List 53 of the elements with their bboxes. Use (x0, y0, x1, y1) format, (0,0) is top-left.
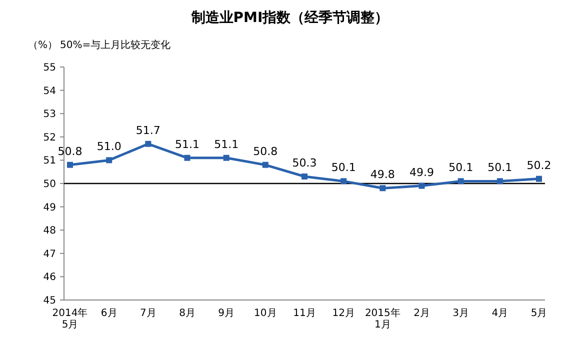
data-label: 51.1 (214, 138, 239, 151)
x-tick-label: 10月 (254, 308, 277, 319)
x-tick-label: 2014年 5月 (52, 307, 88, 330)
data-label: 49.8 (370, 168, 395, 182)
text: 50%=与上月比较无变化 (60, 39, 171, 51)
y-tick-label: 50 (43, 179, 56, 190)
x-tick-label: 9月 (218, 308, 235, 319)
point (302, 174, 308, 180)
data-label: 51.7 (136, 124, 160, 137)
y-tick-label: 51 (43, 156, 56, 167)
data-label: 51.0 (96, 140, 122, 154)
y-axis-title: （%） (28, 40, 58, 51)
y-tick-label: 52 (43, 132, 56, 144)
x-tick-label: 7月 (140, 308, 156, 319)
point (184, 154, 190, 161)
data-label: 50.8 (58, 144, 82, 158)
x-tick-label: 5月 (530, 308, 548, 319)
y-tick-label: 46 (43, 272, 56, 284)
point (145, 140, 152, 147)
point (458, 178, 464, 184)
point (380, 185, 386, 192)
data-label: 50.3 (292, 156, 317, 170)
data-label: 50.1 (448, 161, 474, 174)
y-tick-label: 55 (43, 62, 56, 74)
x-tick-label: 6月 (100, 308, 118, 319)
point (340, 178, 347, 184)
data-label: 50.2 (526, 158, 552, 172)
point (262, 162, 268, 168)
x-tick-label: 3月 (452, 308, 470, 319)
point (223, 154, 230, 161)
x-tick-label: 2015年 1月 (364, 307, 400, 330)
data-label: 50.1 (488, 161, 512, 174)
x-tick-label: 8月 (179, 308, 196, 319)
data-label: 50.8 (253, 144, 278, 158)
point (496, 178, 503, 184)
point (67, 162, 73, 168)
x-tick-label: 11月 (293, 308, 316, 319)
y-tick-label: 45 (43, 296, 56, 306)
x-tick-label: 4月 (492, 308, 508, 319)
data-label: 51.1 (175, 138, 200, 151)
point (418, 182, 425, 189)
chart-title: 制造业PMI指数（经季节调整） (190, 9, 389, 26)
y-tick-label: 54 (43, 86, 56, 97)
x-tick-label: 2月 (414, 308, 430, 319)
y-tick-label: 48 (43, 226, 56, 237)
data-label: 49.9 (410, 166, 434, 179)
y-tick-label: 47 (43, 248, 56, 260)
y-tick-label: 53 (43, 109, 56, 120)
x-tick-label: 12月 (332, 308, 355, 319)
data-label: 50.1 (331, 161, 356, 174)
point (106, 157, 112, 164)
y-tick-label: 49 (43, 202, 56, 214)
point (536, 176, 542, 182)
